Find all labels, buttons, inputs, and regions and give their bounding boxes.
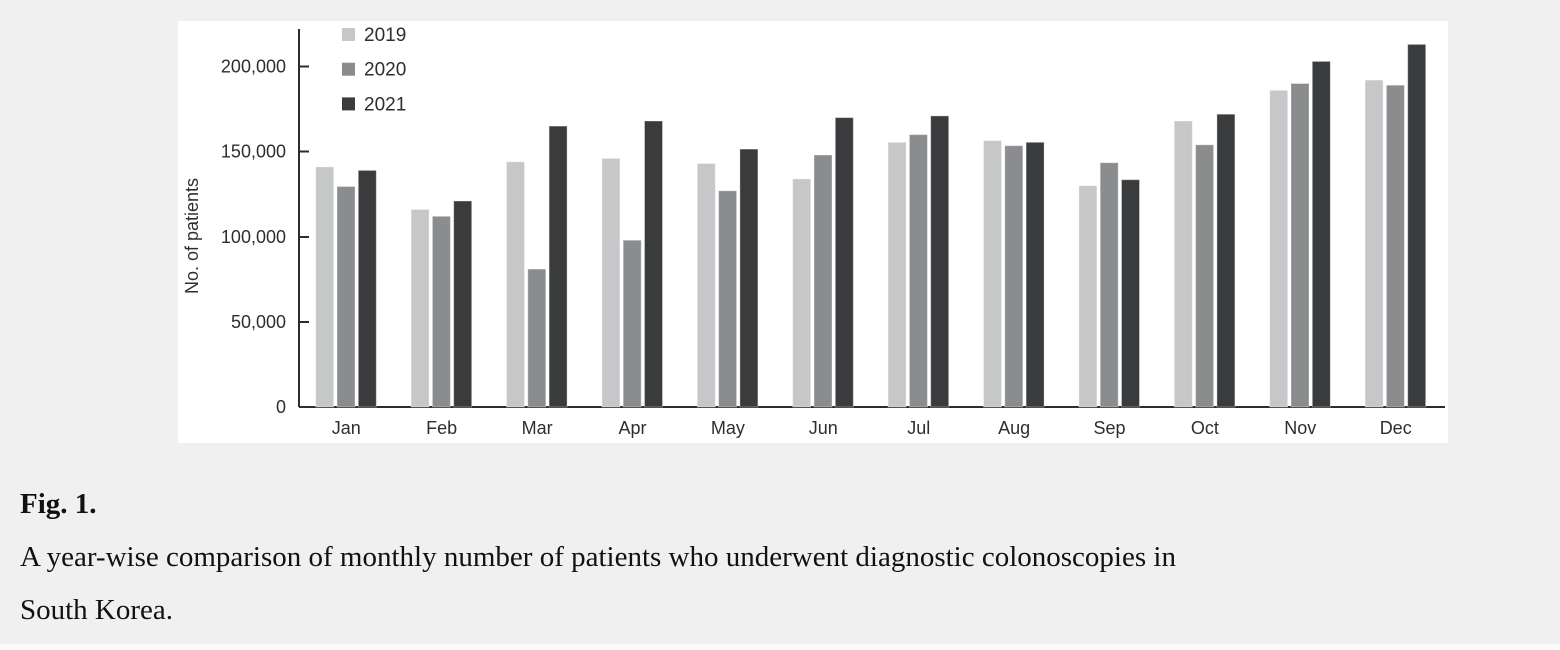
bar-2021-aug <box>1025 141 1045 408</box>
bar-2020-jun <box>813 154 833 408</box>
x-tick-label-jan: Jan <box>332 418 361 438</box>
legend-label-2019: 2019 <box>364 25 406 46</box>
bottom-edge-strip <box>0 644 1560 650</box>
bar-chart: 0 50,000 100,000 150,000 200,000 No. of patie… <box>182 25 1445 438</box>
bar-2021-dec <box>1407 43 1427 408</box>
bar-2021-oct <box>1216 113 1236 408</box>
y-tick-label: 150,000 <box>221 142 286 162</box>
bar-2020-dec <box>1385 84 1405 408</box>
bar-2021-may <box>739 148 759 408</box>
figure-caption-line-2: South Korea. <box>20 594 174 626</box>
bar-2019-apr <box>601 157 621 408</box>
y-tick-label: 50,000 <box>231 312 286 332</box>
legend-label-2020: 2020 <box>364 60 406 81</box>
x-tick-label-aug: Aug <box>998 418 1030 438</box>
bar-2021-jan <box>357 169 377 408</box>
bar-2019-feb <box>410 209 430 408</box>
figure-caption-line-1: A year-wise comparison of monthly number… <box>20 541 1176 573</box>
bar-2020-apr <box>622 239 642 408</box>
x-tick-label-oct: Oct <box>1191 418 1219 438</box>
bar-2019-may <box>696 163 716 408</box>
y-axis-title: No. of patients <box>182 178 202 294</box>
bar-2019-oct <box>1173 120 1193 408</box>
y-tick-label: 200,000 <box>221 57 286 77</box>
bar-2021-nov <box>1311 60 1331 408</box>
bar-2020-mar <box>527 268 547 408</box>
legend-swatch-2021 <box>342 97 355 111</box>
bar-2021-apr <box>644 120 663 408</box>
x-tick-label-jul: Jul <box>907 418 930 438</box>
x-tick-label-nov: Nov <box>1284 418 1316 438</box>
bar-2021-jul <box>930 115 950 408</box>
legend-label-2021: 2021 <box>364 94 406 115</box>
y-tick-label: 100,000 <box>221 227 286 247</box>
bar-2020-nov <box>1290 83 1310 408</box>
figure-label: Fig. 1. <box>20 488 97 520</box>
bar-2020-jul <box>908 134 928 408</box>
bar-2021-jun <box>834 117 854 408</box>
bar-2020-feb <box>431 215 451 408</box>
bar-2020-may <box>718 190 738 408</box>
bar-2020-oct <box>1195 144 1215 408</box>
bar-2019-jun <box>792 178 812 408</box>
bar-2019-aug <box>983 140 1002 408</box>
legend-swatch-2019 <box>342 28 355 41</box>
x-tick-label-apr: Apr <box>618 418 646 438</box>
figure-caption: Fig. 1. A year-wise comparison of monthl… <box>20 478 1545 637</box>
bar-2019-sep <box>1078 185 1098 408</box>
x-tick-label-jun: Jun <box>809 418 838 438</box>
x-tick-label-mar: Mar <box>522 418 553 438</box>
bar-2020-sep <box>1099 162 1119 408</box>
bar-2019-jan <box>315 166 335 408</box>
bar-2019-jul <box>887 141 907 408</box>
bar-2019-nov <box>1269 89 1289 408</box>
x-tick-label-sep: Sep <box>1093 418 1125 438</box>
bar-2021-sep <box>1121 179 1140 408</box>
bar-2020-aug <box>1004 145 1024 408</box>
bar-2021-feb <box>453 200 473 408</box>
bar-2019-dec <box>1364 79 1384 408</box>
x-tick-label-may: May <box>711 418 745 438</box>
bar-2020-jan <box>336 186 356 408</box>
legend-swatch-2020 <box>342 62 355 76</box>
figure-chart-panel: 0 50,000 100,000 150,000 200,000 No. of patie… <box>178 21 1448 443</box>
x-tick-label-dec: Dec <box>1380 418 1412 438</box>
x-tick-label-feb: Feb <box>426 418 457 438</box>
bar-2021-mar <box>548 125 568 408</box>
y-tick-label: 0 <box>276 397 286 417</box>
bar-2019-mar <box>506 161 525 408</box>
